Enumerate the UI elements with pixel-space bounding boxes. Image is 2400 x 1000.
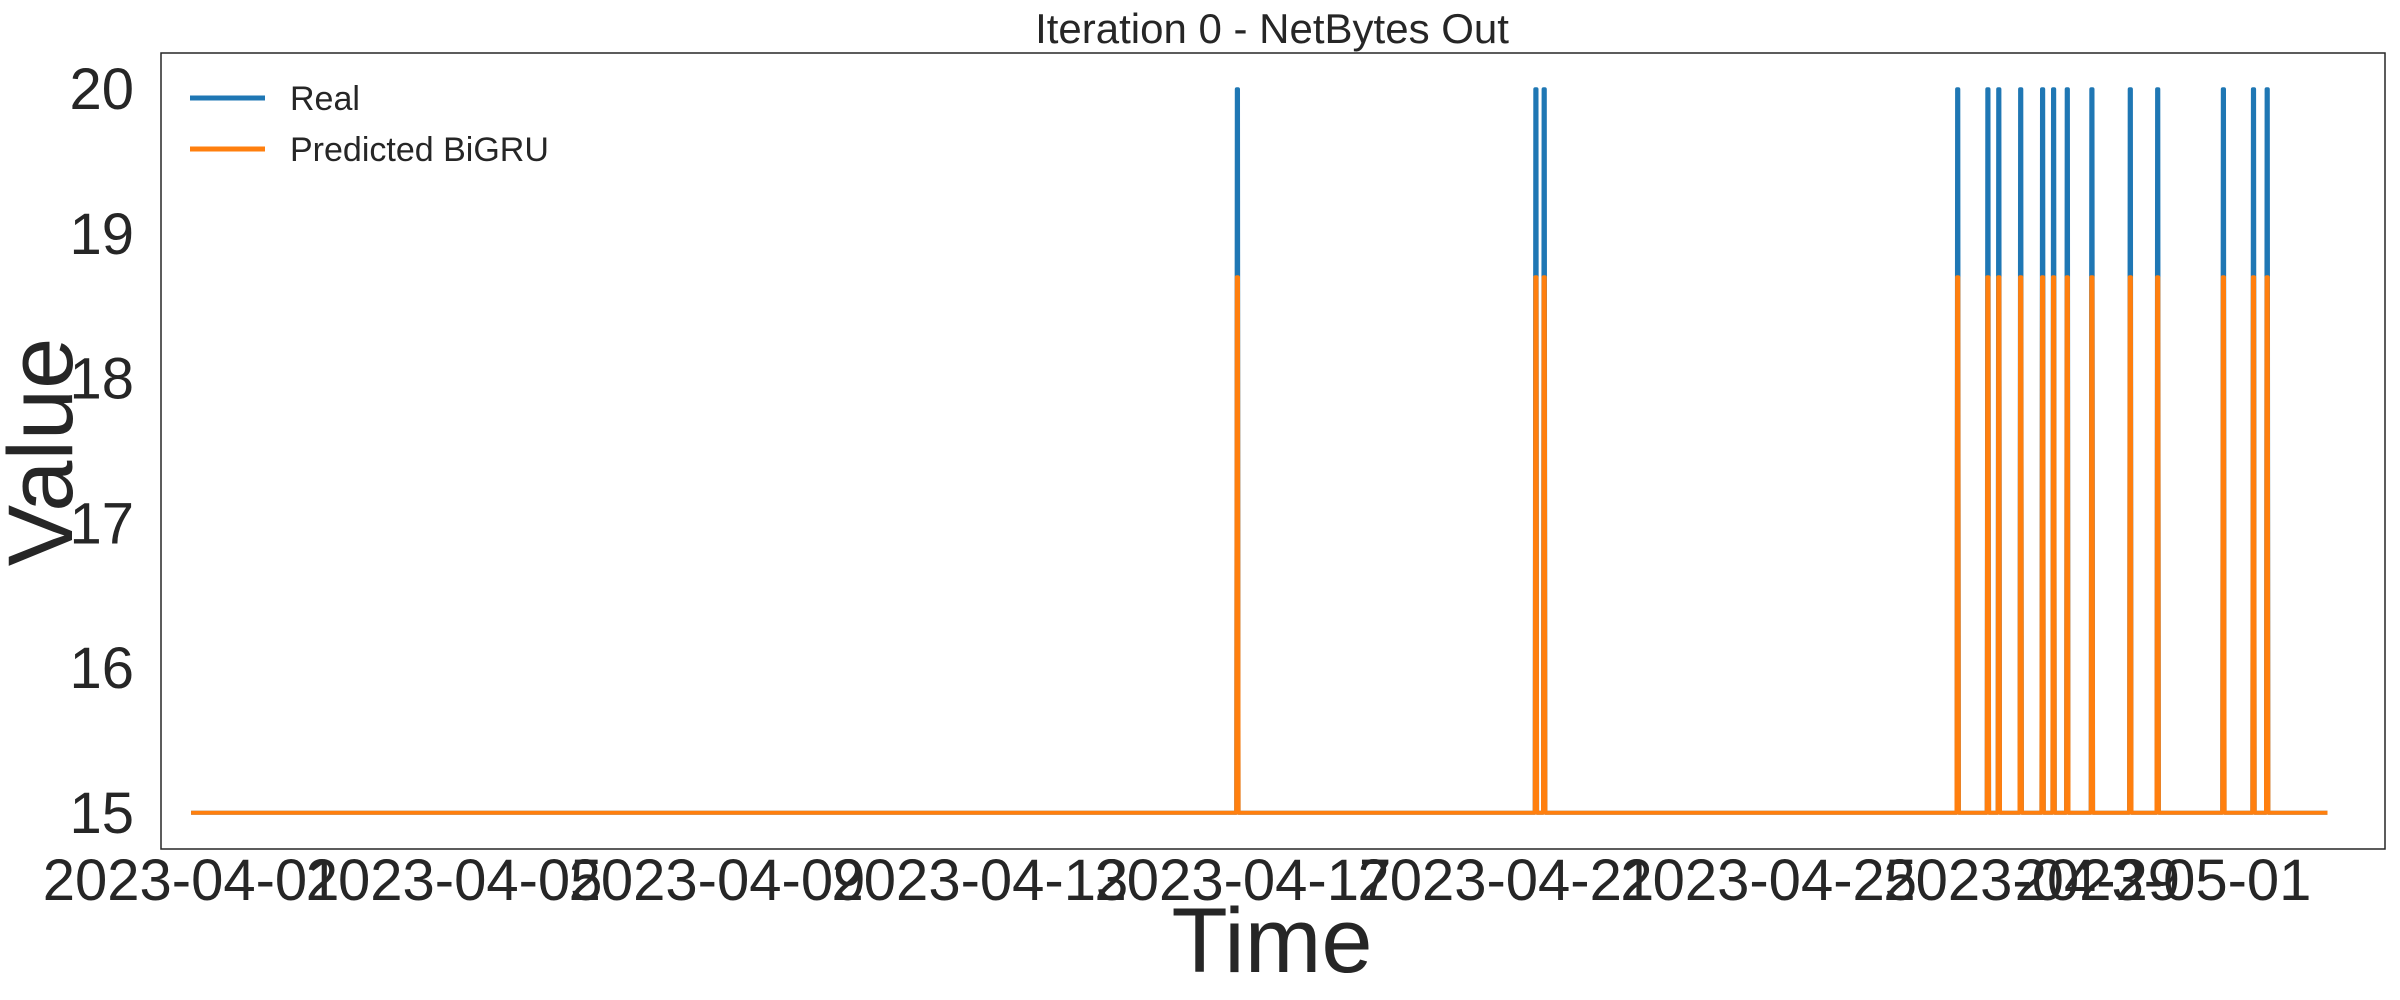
y-tick-label: 18 xyxy=(69,347,134,412)
x-tick-label: 2023-04-17 xyxy=(1095,848,1392,913)
y-tick-label: 15 xyxy=(69,781,134,846)
legend-label: Predicted BiGRU xyxy=(290,131,549,169)
x-tick-label: 2023-05-01 xyxy=(2015,848,2312,913)
y-tick-label: 16 xyxy=(69,636,134,701)
chart-title: Iteration 0 - NetBytes Out xyxy=(1035,5,1509,52)
y-tick-label: 19 xyxy=(69,202,134,267)
x-tick-label: 2023-04-25 xyxy=(1620,848,1917,913)
x-tick-label: 2023-04-21 xyxy=(1357,848,1654,913)
x-tick-label: 2023-04-09 xyxy=(569,848,866,913)
plot-area xyxy=(160,52,2386,850)
y-axis-label: Value xyxy=(0,338,92,566)
series-line-predicted xyxy=(191,275,2328,815)
legend-label: Real xyxy=(290,80,360,118)
x-tick-label: 2023-04-29 xyxy=(1883,848,2180,913)
x-tick-label: 2023-04-01 xyxy=(43,848,340,913)
x-tick-label: 2023-04-05 xyxy=(306,848,603,913)
y-tick-labels: 15 16 17 18 19 20 xyxy=(69,57,134,846)
x-tick-labels: 2023-04-012023-04-052023-04-092023-04-13… xyxy=(43,848,2312,913)
series-layer xyxy=(191,87,2328,815)
x-axis-label: Time xyxy=(1171,890,1372,992)
legend: Real Predicted BiGRU xyxy=(190,80,549,169)
y-tick-label: 20 xyxy=(69,57,134,122)
x-tick-label: 2023-04-13 xyxy=(832,848,1129,913)
y-tick-label: 17 xyxy=(69,491,134,556)
